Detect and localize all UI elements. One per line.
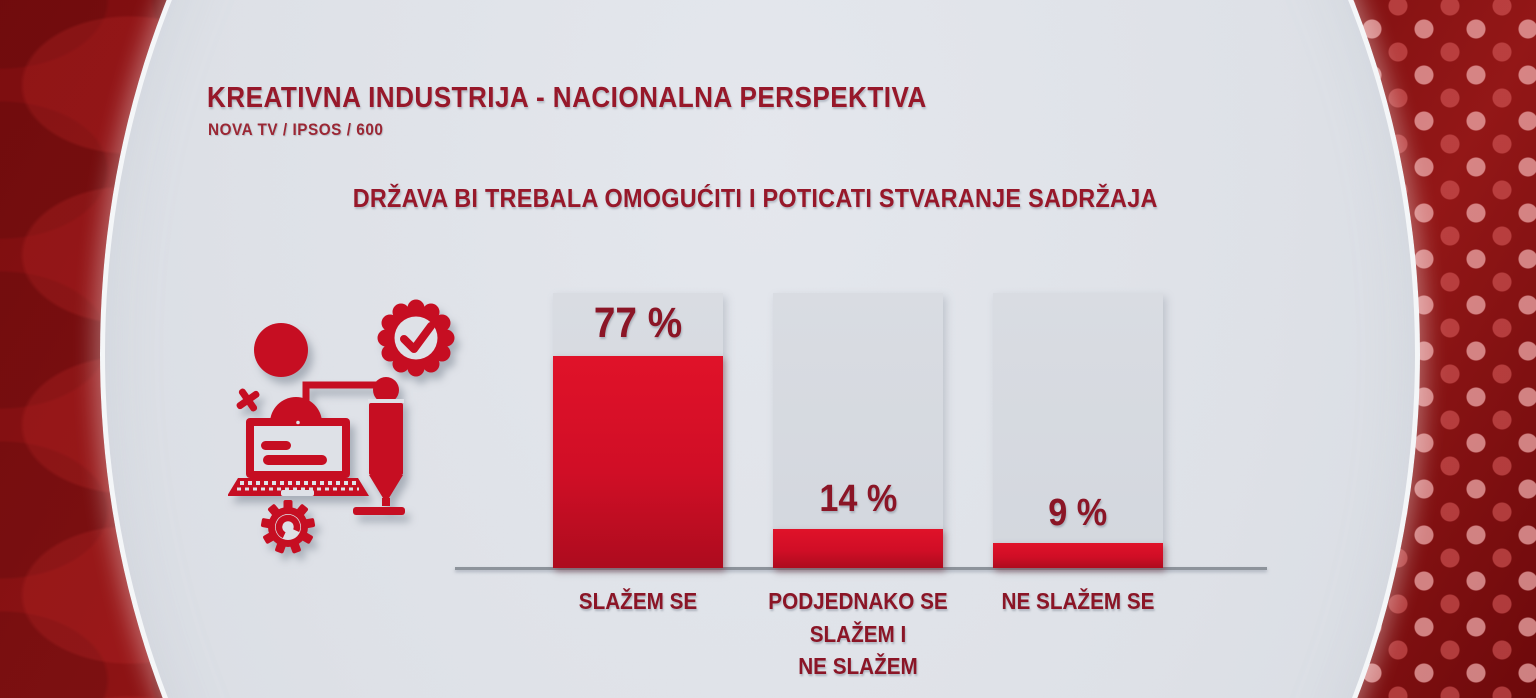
bar-value-label: 9 % [1048,492,1108,534]
bar-track [993,293,1163,568]
bar-column: 9 % NE SLAŽEM SE [993,293,1163,614]
source-line-text: NOVA TV / IPSOS / 600 [208,120,384,139]
content-panel [100,0,1420,698]
survey-question-text: DRŽAVA BI TREBALA OMOGUĆITI I POTICATI S… [352,183,1158,213]
gear-icon [260,500,316,554]
dot-circle-icon [254,323,308,377]
award-check-badge-icon [377,299,455,377]
bar-fill [993,543,1163,568]
bar-value-label: 77 % [593,299,683,347]
bar-value-label: 14 % [819,478,897,520]
pen-icon [353,377,405,515]
source-line: NOVA TV / IPSOS / 600 [208,120,403,140]
bar-category-label: SLAŽEM SE [578,588,698,614]
bar-track [773,293,943,568]
bar-column: 14 % PODJEDNAKO SE SLAŽEM I NE SLAŽEM [768,293,948,679]
bar-category-label: PODJEDNAKO SE SLAŽEM I NE SLAŽEM [768,588,948,680]
bar-column: 77 % SLAŽEM SE [553,293,723,614]
bar-fill [773,529,943,568]
desk-lamp-icon [270,381,386,423]
page-title-text: KREATIVNA INDUSTRIJA - NACIONALNA PERSPE… [207,82,927,114]
bar-chart: 77 % SLAŽEM SE 14 % PODJEDNAKO SE SLAŽEM I NE… [455,293,1267,693]
survey-question: DRŽAVA BI TREBALA OMOGUĆITI I POTICATI S… [205,183,1305,214]
page-title: KREATIVNA INDUSTRIJA - NACIONALNA PERSPE… [207,82,1007,115]
laptop-icon [228,418,369,496]
bar-fill [553,356,723,568]
content-creation-illustration [228,299,455,554]
x-mark-icon [236,388,260,412]
x-axis-line [455,567,1267,570]
bar-category-label: NE SLAŽEM SE [1001,588,1155,614]
